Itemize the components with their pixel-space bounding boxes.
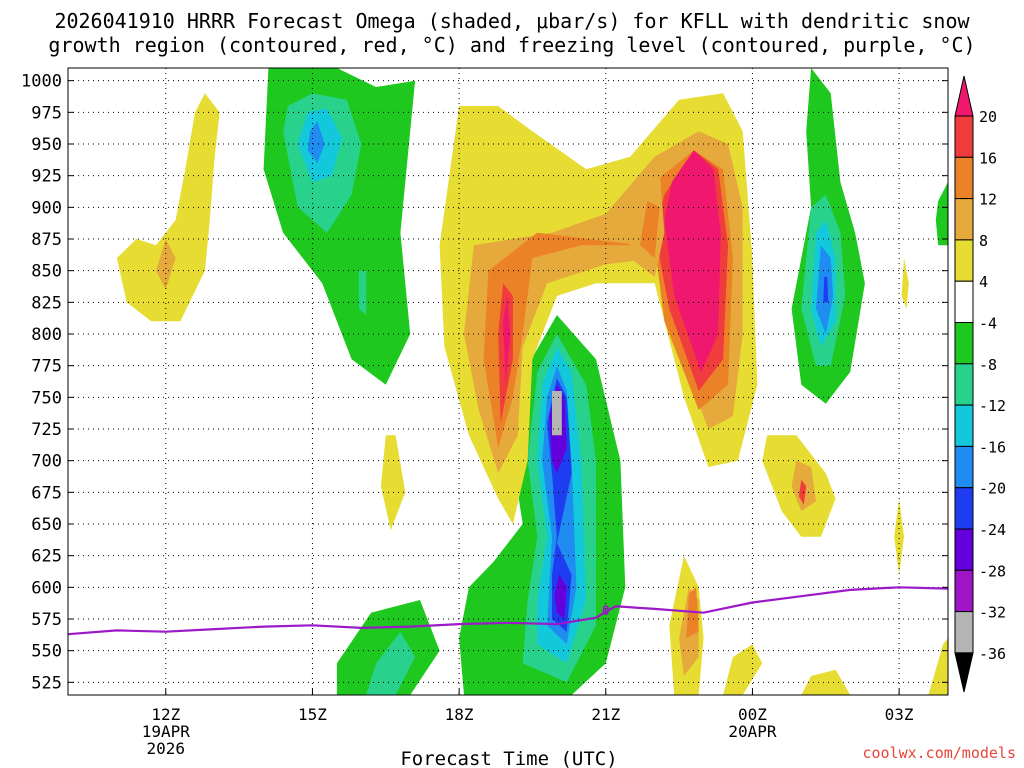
colorbar-label-0: 20: [979, 108, 997, 126]
x-tick-label-24: 00Z: [738, 705, 767, 724]
x-tick-label-21: 21Z: [591, 705, 620, 724]
colorbar-label-10: -24: [979, 521, 1006, 539]
colorbar-label-6: -8: [979, 356, 997, 374]
y-tick-label-575: 575: [31, 610, 62, 630]
grid-lines: [68, 68, 948, 695]
x-tick-date-24: 20APR: [728, 722, 777, 741]
colorbar-label-1: 16: [979, 149, 997, 167]
omega-shading: [116, 68, 948, 695]
colorbar-segment-1: [954, 115, 974, 158]
colorbar-segment-8: [954, 404, 974, 447]
omega-region-39: [798, 479, 807, 505]
x-tick-label-27: 03Z: [885, 705, 914, 724]
y-tick-label-700: 700: [31, 452, 62, 472]
colorbar-segment-4: [954, 239, 974, 282]
omega-region-7: [554, 574, 567, 619]
chart-title-line2: growth region (contoured, red, °C) and f…: [48, 33, 976, 57]
y-tick-label-725: 725: [31, 420, 62, 440]
y-tick-label-875: 875: [31, 230, 62, 250]
y-tick-label-675: 675: [31, 483, 62, 503]
y-tick-label-850: 850: [31, 262, 62, 282]
y-tick-label-800: 800: [31, 325, 62, 345]
omega-region-22: [116, 93, 220, 322]
colorbar-segment-10: [954, 487, 974, 530]
colorbar-label-11: -28: [979, 562, 1006, 580]
x-tick-label-12: 12Z: [151, 705, 180, 724]
y-tick-label-625: 625: [31, 547, 62, 567]
y-tick-label-950: 950: [31, 135, 62, 155]
y-tick-label-775: 775: [31, 357, 62, 377]
omega-region-32: [156, 239, 176, 290]
omega-region-20: [935, 182, 948, 246]
x-tick-label-18: 18Z: [445, 705, 474, 724]
omega-region-13: [307, 121, 325, 163]
y-tick-label-900: 900: [31, 198, 62, 218]
colorbar-label-2: 12: [979, 191, 997, 209]
omega-region-14: [358, 270, 367, 315]
plot-frame: [67, 67, 949, 696]
colorbar-segment-9: [954, 445, 974, 489]
colorbar-bottom-triangle: [954, 652, 974, 693]
omega-region-43: [640, 201, 660, 258]
y-tick-label-750: 750: [31, 388, 62, 408]
y-axis: 525 550 575 600 625 650 675 700 725 750 775 800 825 8…: [21, 72, 948, 693]
watermark-link[interactable]: coolwx.com/models: [862, 744, 1016, 762]
omega-region-24: [723, 644, 763, 695]
colorbar-label-9: -20: [979, 480, 1006, 498]
colorbar-segment-6: [954, 322, 974, 365]
freezing-level-line: [68, 586, 948, 636]
omega-region-1: [366, 631, 416, 695]
y-tick-label-650: 650: [31, 515, 62, 535]
omega-region-19: [823, 277, 829, 303]
y-tick-label-550: 550: [31, 642, 62, 662]
freezing-level-contour: 0: [68, 586, 948, 636]
x-tick-date-12: 19APR: [142, 722, 191, 741]
colorbar-segment-12: [954, 569, 974, 613]
colorbar-segment-7: [954, 363, 974, 406]
colorbar-label-4: 4: [979, 273, 988, 291]
omega-region-30: [901, 258, 909, 309]
colorbar-label-8: -16: [979, 438, 1006, 456]
colorbar-label-3: 8: [979, 232, 988, 250]
x-axis-label: Forecast Time (UTC): [400, 748, 617, 768]
x-tick-label-15: 15Z: [298, 705, 327, 724]
freezing-level-label: 0: [602, 604, 610, 619]
omega-region-29: [894, 498, 904, 575]
colorbar-segment-5: [954, 280, 974, 324]
colorbar-label-13: -36: [979, 645, 1006, 663]
omega-region-27: [801, 669, 851, 695]
y-tick-label-825: 825: [31, 293, 62, 313]
y-tick-label-1000: 1000: [21, 72, 62, 92]
y-tick-label-925: 925: [31, 167, 62, 187]
x-tick-year-12: 2026: [147, 739, 186, 758]
colorbar-segment-11: [954, 528, 974, 571]
colorbar-label-12: -32: [979, 604, 1006, 622]
y-tick-label-525: 525: [31, 673, 62, 693]
colorbar-segment-13: [954, 611, 974, 654]
y-tick-label-975: 975: [31, 103, 62, 123]
colorbar: 20 16 12 8 4 -4 -8 -12 -16 -20 -24 -28 -32 -36: [954, 75, 1006, 693]
chart-title-line1: 2026041910 HRRR Forecast Omega (shaded, …: [54, 9, 970, 33]
omega-region-23: [380, 435, 406, 531]
colorbar-label-7: -12: [979, 397, 1006, 415]
omega-region-28: [928, 638, 948, 695]
colorbar-segment-2: [954, 156, 974, 200]
y-tick-label-600: 600: [31, 578, 62, 598]
omega-region-9: [552, 391, 562, 436]
colorbar-segment-3: [954, 198, 974, 241]
omega-region-41: [664, 150, 721, 372]
omega-region-40: [503, 296, 511, 385]
colorbar-label-5: -4: [979, 315, 997, 333]
colorbar-top-triangle: [954, 75, 974, 117]
